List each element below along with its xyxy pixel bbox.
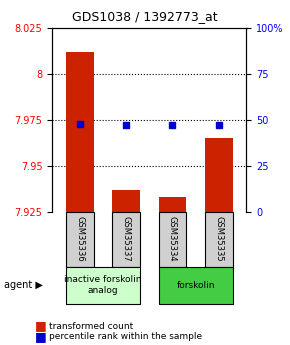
FancyBboxPatch shape xyxy=(205,211,233,267)
Text: transformed count: transformed count xyxy=(49,322,134,331)
Text: GSM35336: GSM35336 xyxy=(75,216,84,262)
FancyBboxPatch shape xyxy=(159,211,186,267)
FancyBboxPatch shape xyxy=(112,211,140,267)
Bar xyxy=(66,51,94,211)
Text: GDS1038 / 1392773_at: GDS1038 / 1392773_at xyxy=(72,10,218,23)
Bar xyxy=(205,138,233,211)
Text: agent ▶: agent ▶ xyxy=(3,280,42,290)
Text: GSM35334: GSM35334 xyxy=(168,216,177,262)
Text: ■: ■ xyxy=(35,319,47,333)
Text: percentile rank within the sample: percentile rank within the sample xyxy=(49,332,202,341)
Text: inactive forskolin
analog: inactive forskolin analog xyxy=(64,276,142,295)
Bar xyxy=(112,189,140,211)
Text: GSM35337: GSM35337 xyxy=(122,216,131,262)
Bar xyxy=(159,197,186,211)
FancyBboxPatch shape xyxy=(66,267,140,304)
Text: forskolin: forskolin xyxy=(176,281,215,290)
Text: GSM35335: GSM35335 xyxy=(214,216,223,262)
FancyBboxPatch shape xyxy=(66,211,94,267)
Text: ■: ■ xyxy=(35,330,47,343)
FancyBboxPatch shape xyxy=(159,267,233,304)
